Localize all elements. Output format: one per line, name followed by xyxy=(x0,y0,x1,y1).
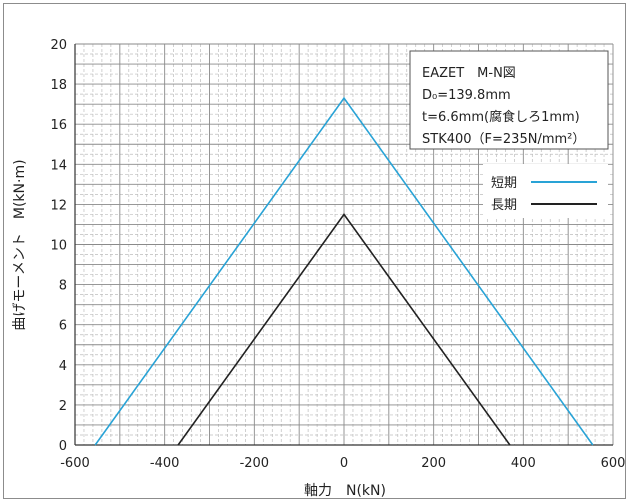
x-tick-label: 600 xyxy=(601,456,626,471)
series-lines xyxy=(94,96,594,446)
y-tick-label: 2 xyxy=(59,399,67,414)
y-tick-label: 16 xyxy=(50,118,67,133)
x-tick-label: -200 xyxy=(240,456,270,471)
info-line-2: D₀=139.8mm xyxy=(422,88,511,103)
info-line-3: t=6.6mm(腐食しろ1mm) xyxy=(422,109,580,125)
x-tick-label: 400 xyxy=(511,456,536,471)
y-tick-label: 20 xyxy=(50,38,67,53)
y-tick-label: 10 xyxy=(50,239,67,254)
x-tick-label: -600 xyxy=(60,456,90,471)
legend: 短期 長期 xyxy=(483,164,608,218)
series-line-long-term xyxy=(177,213,511,446)
y-tick-label: 4 xyxy=(59,359,67,374)
y-tick-label: 14 xyxy=(50,158,67,173)
x-axis-label: 軸力 N(kN) xyxy=(304,483,386,499)
tick-labels: 0 2 4 6 8 10 12 14 16 18 20 -600 -400 -200 0 200 400 600 xyxy=(50,38,625,471)
legend-label-long: 長期 xyxy=(491,198,517,213)
x-tick-label: 200 xyxy=(421,456,446,471)
legend-label-short: 短期 xyxy=(491,176,517,191)
y-axis-label: 曲げモーメント M(kN·m) xyxy=(12,159,28,330)
info-box: EAZET M-N図 D₀=139.8mm t=6.6mm(腐食しろ1mm) S… xyxy=(409,50,609,150)
series-line-short-term xyxy=(94,96,594,446)
y-tick-label: 0 xyxy=(59,439,67,454)
chart-frame xyxy=(3,3,626,499)
y-tick-label: 6 xyxy=(59,319,67,334)
x-tick-label: -400 xyxy=(150,456,180,471)
y-tick-label: 8 xyxy=(59,279,67,294)
info-line-4: STK400（F=235N/mm²） xyxy=(422,132,585,147)
y-tick-label: 12 xyxy=(50,198,67,213)
x-tick-label: 0 xyxy=(340,456,348,471)
info-line-1: EAZET M-N図 xyxy=(422,66,516,81)
y-tick-label: 18 xyxy=(50,78,67,93)
